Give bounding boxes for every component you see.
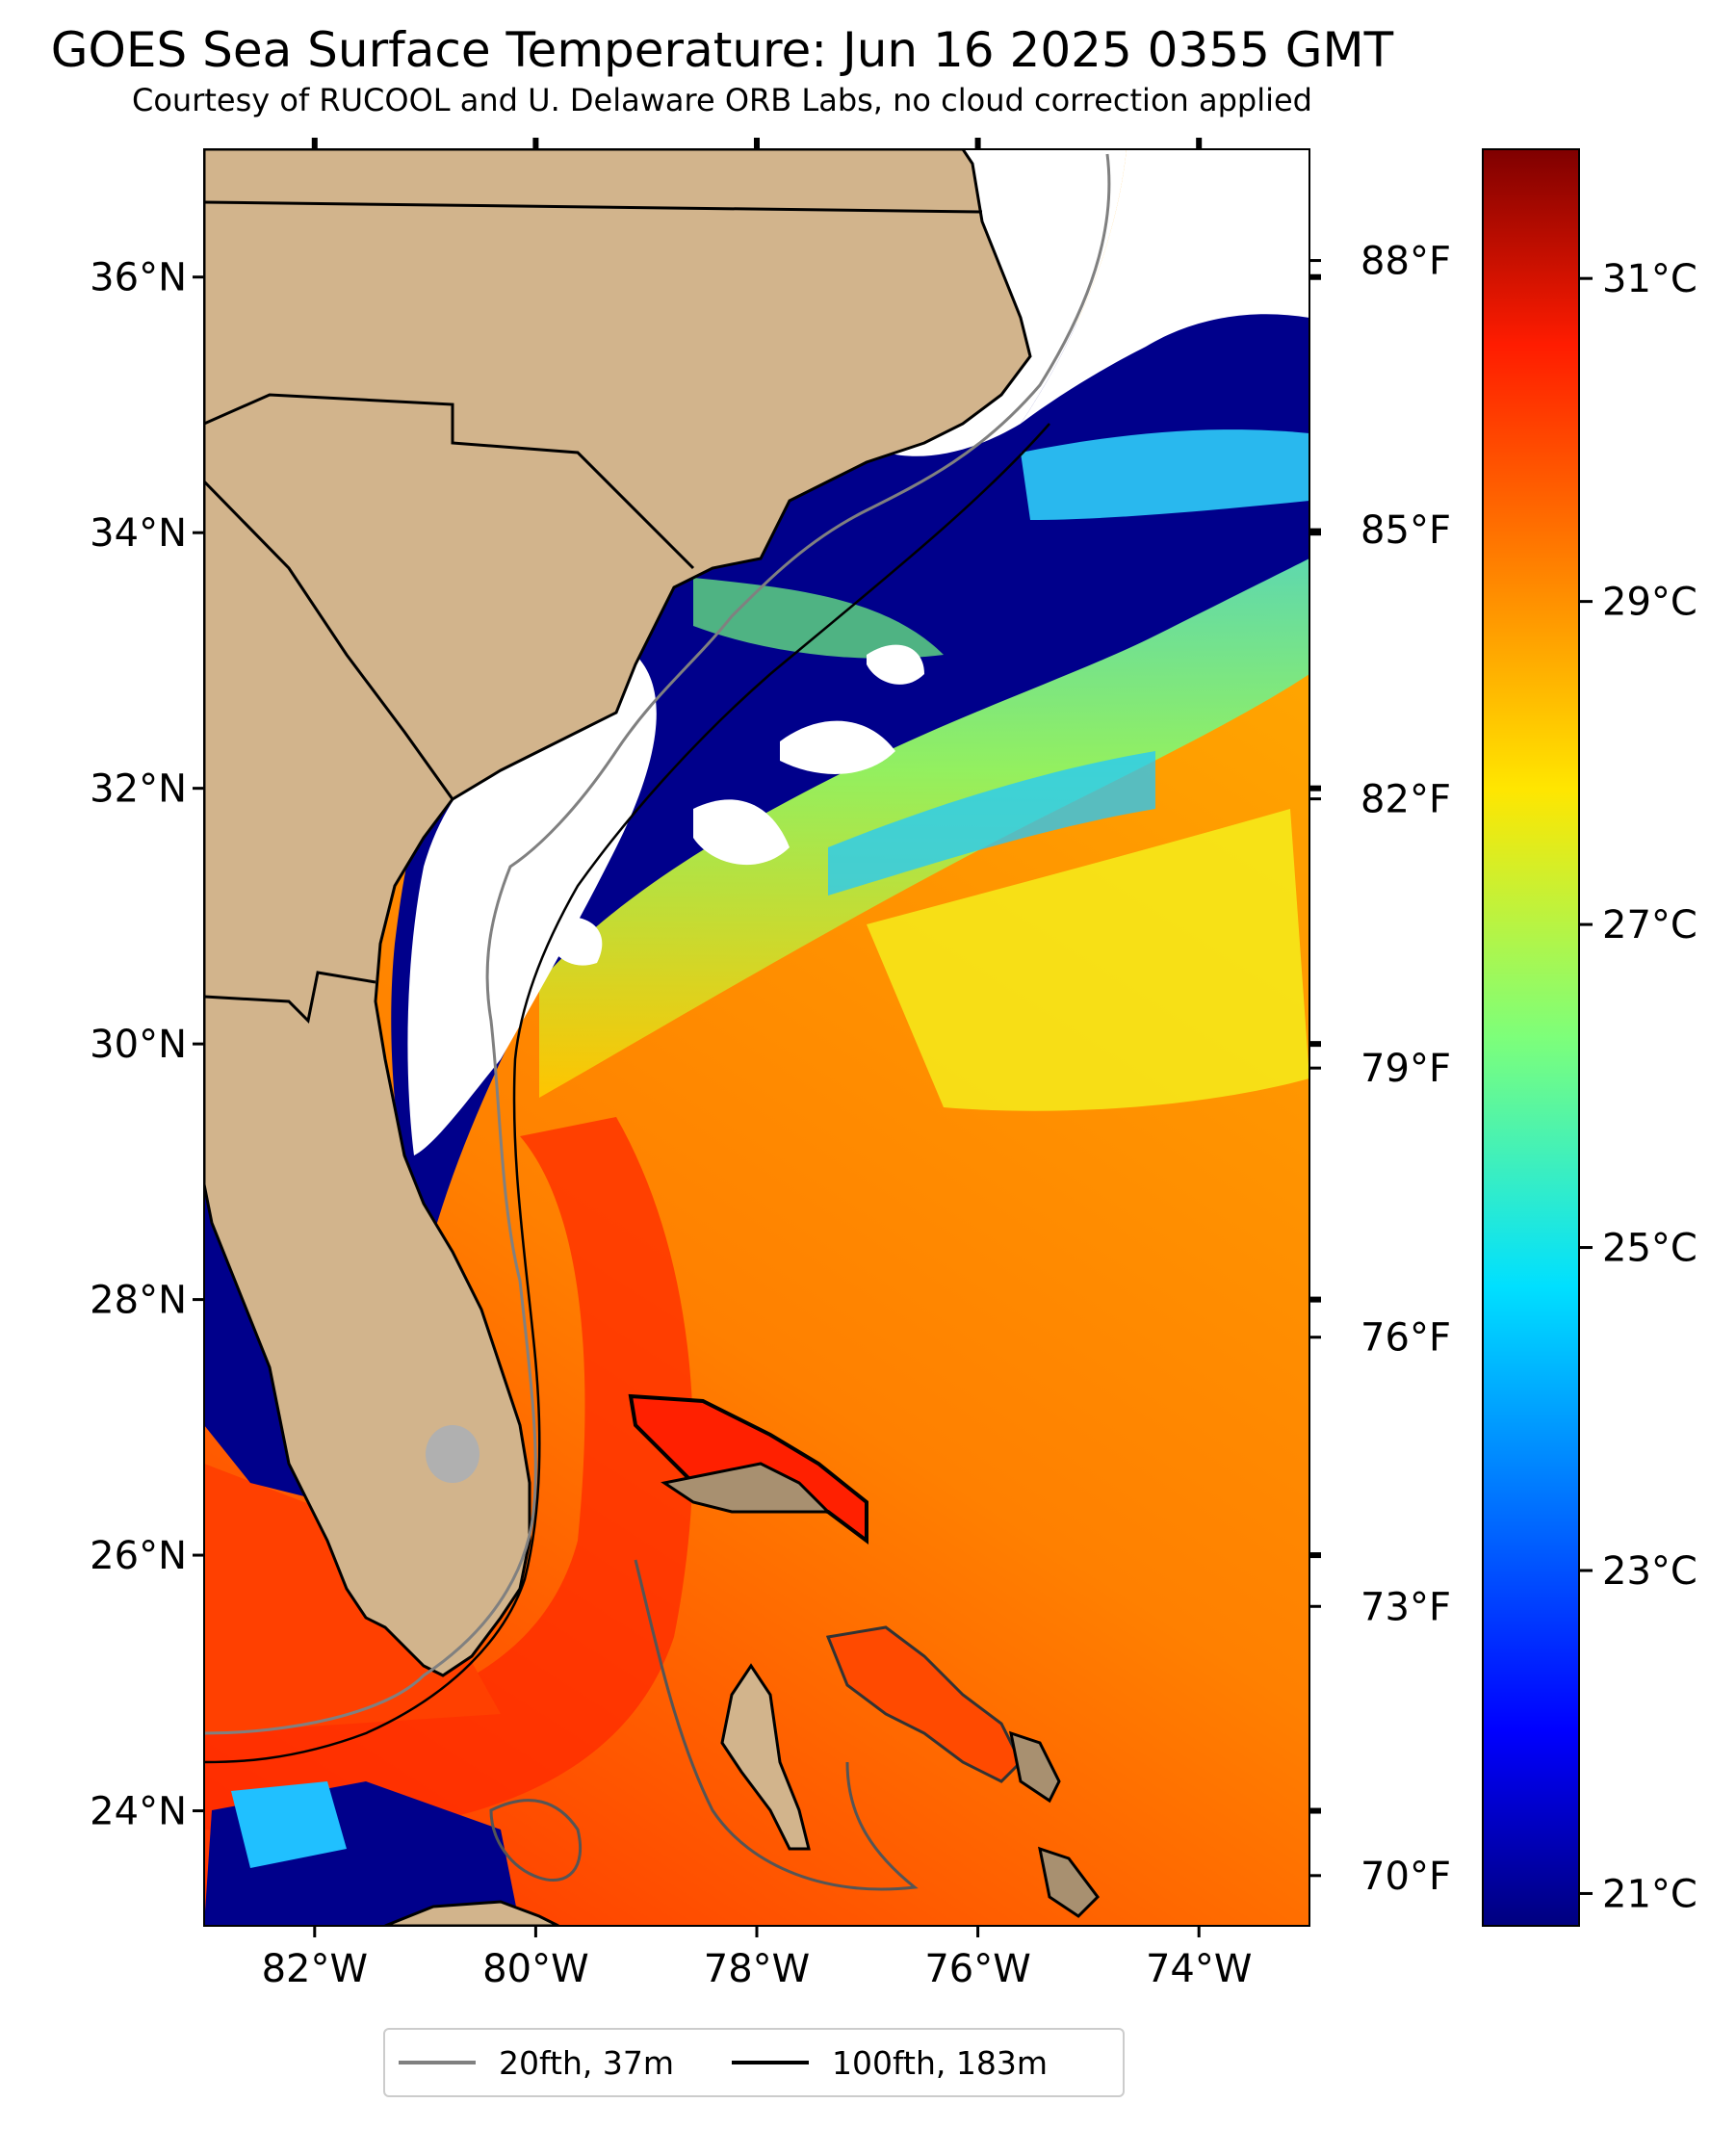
andros — [720, 1663, 811, 1851]
gulf-stream-core — [204, 1117, 693, 1834]
lat-label: 28°N — [90, 1279, 187, 1323]
great-bahama-bank — [634, 1559, 919, 1891]
f-label: 73°F — [1360, 1585, 1451, 1629]
f-label: 88°F — [1360, 240, 1451, 284]
cloud-patch-2 — [693, 799, 790, 866]
lon-label: 80°W — [482, 1947, 588, 1991]
c-label: 31°C — [1602, 257, 1697, 301]
isobath-100fth — [204, 423, 1050, 1764]
cuba-land — [384, 1900, 559, 1926]
lon-label: 76°W — [924, 1947, 1030, 1991]
c-label: 27°C — [1602, 903, 1697, 948]
grand-bahama-land — [661, 1462, 832, 1514]
f-label: 76°F — [1360, 1316, 1451, 1361]
bahamas-south-islands — [1009, 1730, 1100, 1918]
lon-label: 74°W — [1146, 1947, 1252, 1991]
celsius-axis: 21°C 23°C 25°C 27°C 29°C 31°C — [1579, 257, 1697, 1916]
f-label: 79°F — [1360, 1047, 1451, 1091]
lat-label: 30°N — [90, 1023, 187, 1067]
state-borders — [204, 200, 983, 214]
cyan-streak-3 — [828, 751, 1155, 896]
cloud-ne — [1021, 149, 1309, 424]
lat-label: 24°N — [90, 1790, 187, 1834]
colorbar-gradient — [1482, 148, 1580, 1927]
latitude-axis: 24°N 26°N 28°N 30°N 32°N 34°N 36°N — [90, 256, 1321, 1834]
legend-item-100fth: 100fth, 183m — [732, 2044, 1048, 2082]
exuma-bank — [825, 1625, 1023, 1783]
map-area — [204, 149, 1309, 1926]
lat-label: 34°N — [90, 511, 187, 556]
f-label: 82°F — [1360, 778, 1451, 822]
state-border-gafl — [204, 971, 376, 1025]
c-label: 23°C — [1602, 1549, 1697, 1594]
legend-label-100fth: 100fth, 183m — [832, 2043, 1048, 2082]
c-label: 21°C — [1602, 1872, 1697, 1916]
chart-title: GOES Sea Surface Temperature: Jun 16 202… — [50, 22, 1394, 78]
isobath-legend: 20fth, 37m 100fth, 183m — [383, 2028, 1125, 2097]
state-border-scga — [204, 480, 454, 800]
lake-okeechobee — [426, 1425, 479, 1483]
land-us — [204, 149, 1032, 1677]
cloud-patch-3 — [867, 644, 924, 685]
c-label: 25°C — [1602, 1227, 1697, 1271]
yellow-patch — [867, 809, 1309, 1111]
lon-label: 82°W — [262, 1947, 368, 1991]
legend-item-20fth: 20fth, 37m — [399, 2044, 674, 2082]
f-label: 85°F — [1360, 508, 1451, 553]
cay-sal-bank — [489, 1799, 583, 1882]
cold-band — [391, 385, 1309, 1271]
legend-line-gray — [399, 2061, 476, 2064]
f-label: 70°F — [1360, 1855, 1451, 1899]
lat-label: 32°N — [90, 767, 187, 812]
c-label: 29°C — [1602, 581, 1697, 625]
cloud-patch-1 — [780, 720, 895, 774]
cold-band-north — [674, 289, 1309, 597]
lat-label: 26°N — [90, 1534, 187, 1578]
keys-cyan-patch — [231, 1781, 347, 1868]
lon-label: 78°W — [704, 1947, 810, 1991]
isobath-20fth — [204, 153, 1111, 1735]
legend-label-20fth: 20fth, 37m — [499, 2043, 674, 2082]
chart-subtitle: Courtesy of RUCOOL and U. Delaware ORB L… — [132, 82, 1312, 118]
state-border-ncsc — [204, 393, 695, 570]
fahrenheit-axis: 70°F 73°F 76°F 79°F 82°F 85°F 88°F — [1309, 240, 1451, 1899]
longitude-axis: 82°W 80°W 78°W 76°W 74°W — [262, 138, 1252, 1991]
cyan-streak-1 — [1021, 429, 1309, 520]
lat-label: 36°N — [90, 256, 187, 300]
cyan-streak-2 — [693, 578, 944, 659]
legend-line-black — [732, 2061, 809, 2064]
